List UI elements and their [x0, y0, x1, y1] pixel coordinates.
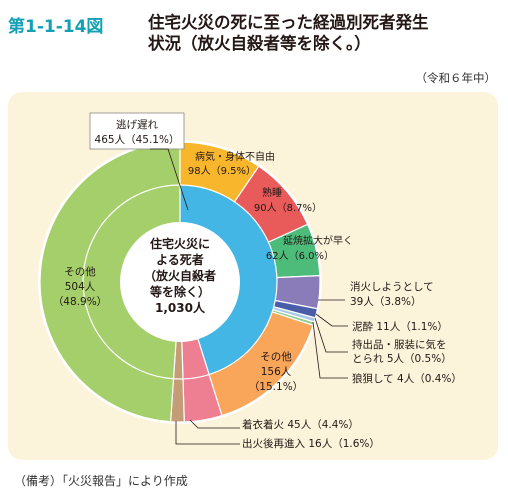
leader-belongings: [314, 317, 348, 353]
center-label-line-0: 住宅火災に: [150, 236, 210, 251]
escape-delay-label-box: [89, 112, 185, 150]
inner-label-sick-value: 98人（9.5%）: [188, 165, 256, 177]
ext-label-reentry: 出火後再進入 16人（1.6%）: [242, 437, 380, 450]
center-label-line-3: 等を除く）: [149, 284, 210, 299]
source-note: （備考）「火災報告」により作成: [14, 474, 188, 488]
ext-label-extinguish-value: 39人（3.8%）: [350, 296, 422, 308]
inner-label-other-pct: （15.1%）: [249, 381, 303, 393]
inner-label-other-count: 156人: [261, 366, 292, 378]
other-outer-pct: （48.9%）: [53, 296, 107, 308]
year-label: （令和６年中）: [415, 71, 497, 85]
inner-label-other-name: その他: [260, 350, 292, 363]
center-label-line-4: 1,030人: [155, 300, 206, 315]
ext-label-belongings-line2: とられ 5人（0.5%）: [352, 353, 452, 365]
center-disc: [120, 222, 240, 342]
figure-number: 第1-1-14図: [8, 17, 104, 37]
leader-clothes: [189, 419, 240, 429]
leader-reentry: [175, 421, 240, 445]
escape-delay-leader: [150, 148, 189, 211]
ext-label-clothes: 着衣着火 45人（4.4%）: [242, 418, 359, 431]
figure-title-line2: 状況（放火自殺者等を除く。）: [148, 34, 371, 53]
figure-title-line1: 住宅火災の死に至った経過別死者発生: [148, 13, 429, 32]
inner-label-spread-name: 延焼拡大が早く: [283, 234, 353, 247]
figure-title: 住宅火災の死に至った経過別死者発生 状況（放火自殺者等を除く。）: [148, 12, 500, 54]
center-label-line-2: （放火自殺者: [144, 268, 216, 283]
other-outer-name: その他: [64, 265, 96, 278]
ext-label-panic: 狼狽して 4人（0.4%）: [352, 372, 462, 385]
other-outer-count: 504人: [65, 281, 96, 293]
center-label-line-1: よる死者: [156, 252, 204, 267]
leader-panic: [312, 321, 348, 379]
ext-label-belongings-line1: 持出品・服装に気を: [352, 338, 447, 351]
inner-label-sleep-value: 90人（8.7%）: [254, 202, 322, 214]
inner-label-spread-value: 62人（6.0%）: [266, 250, 334, 262]
leader-drunk: [315, 313, 348, 327]
inner-label-sick-name: 病気・身体不自由: [195, 150, 275, 163]
escape-delay-name: 逃げ遅れ: [116, 118, 158, 131]
ext-label-drunk: 泥酔 11人（1.1%）: [352, 320, 448, 333]
inner-label-sleep-name: 熟睡: [262, 186, 282, 199]
escape-delay-value: 465人（45.1%）: [95, 134, 180, 146]
ext-label-extinguish-name: 消火しようとして: [350, 280, 434, 293]
